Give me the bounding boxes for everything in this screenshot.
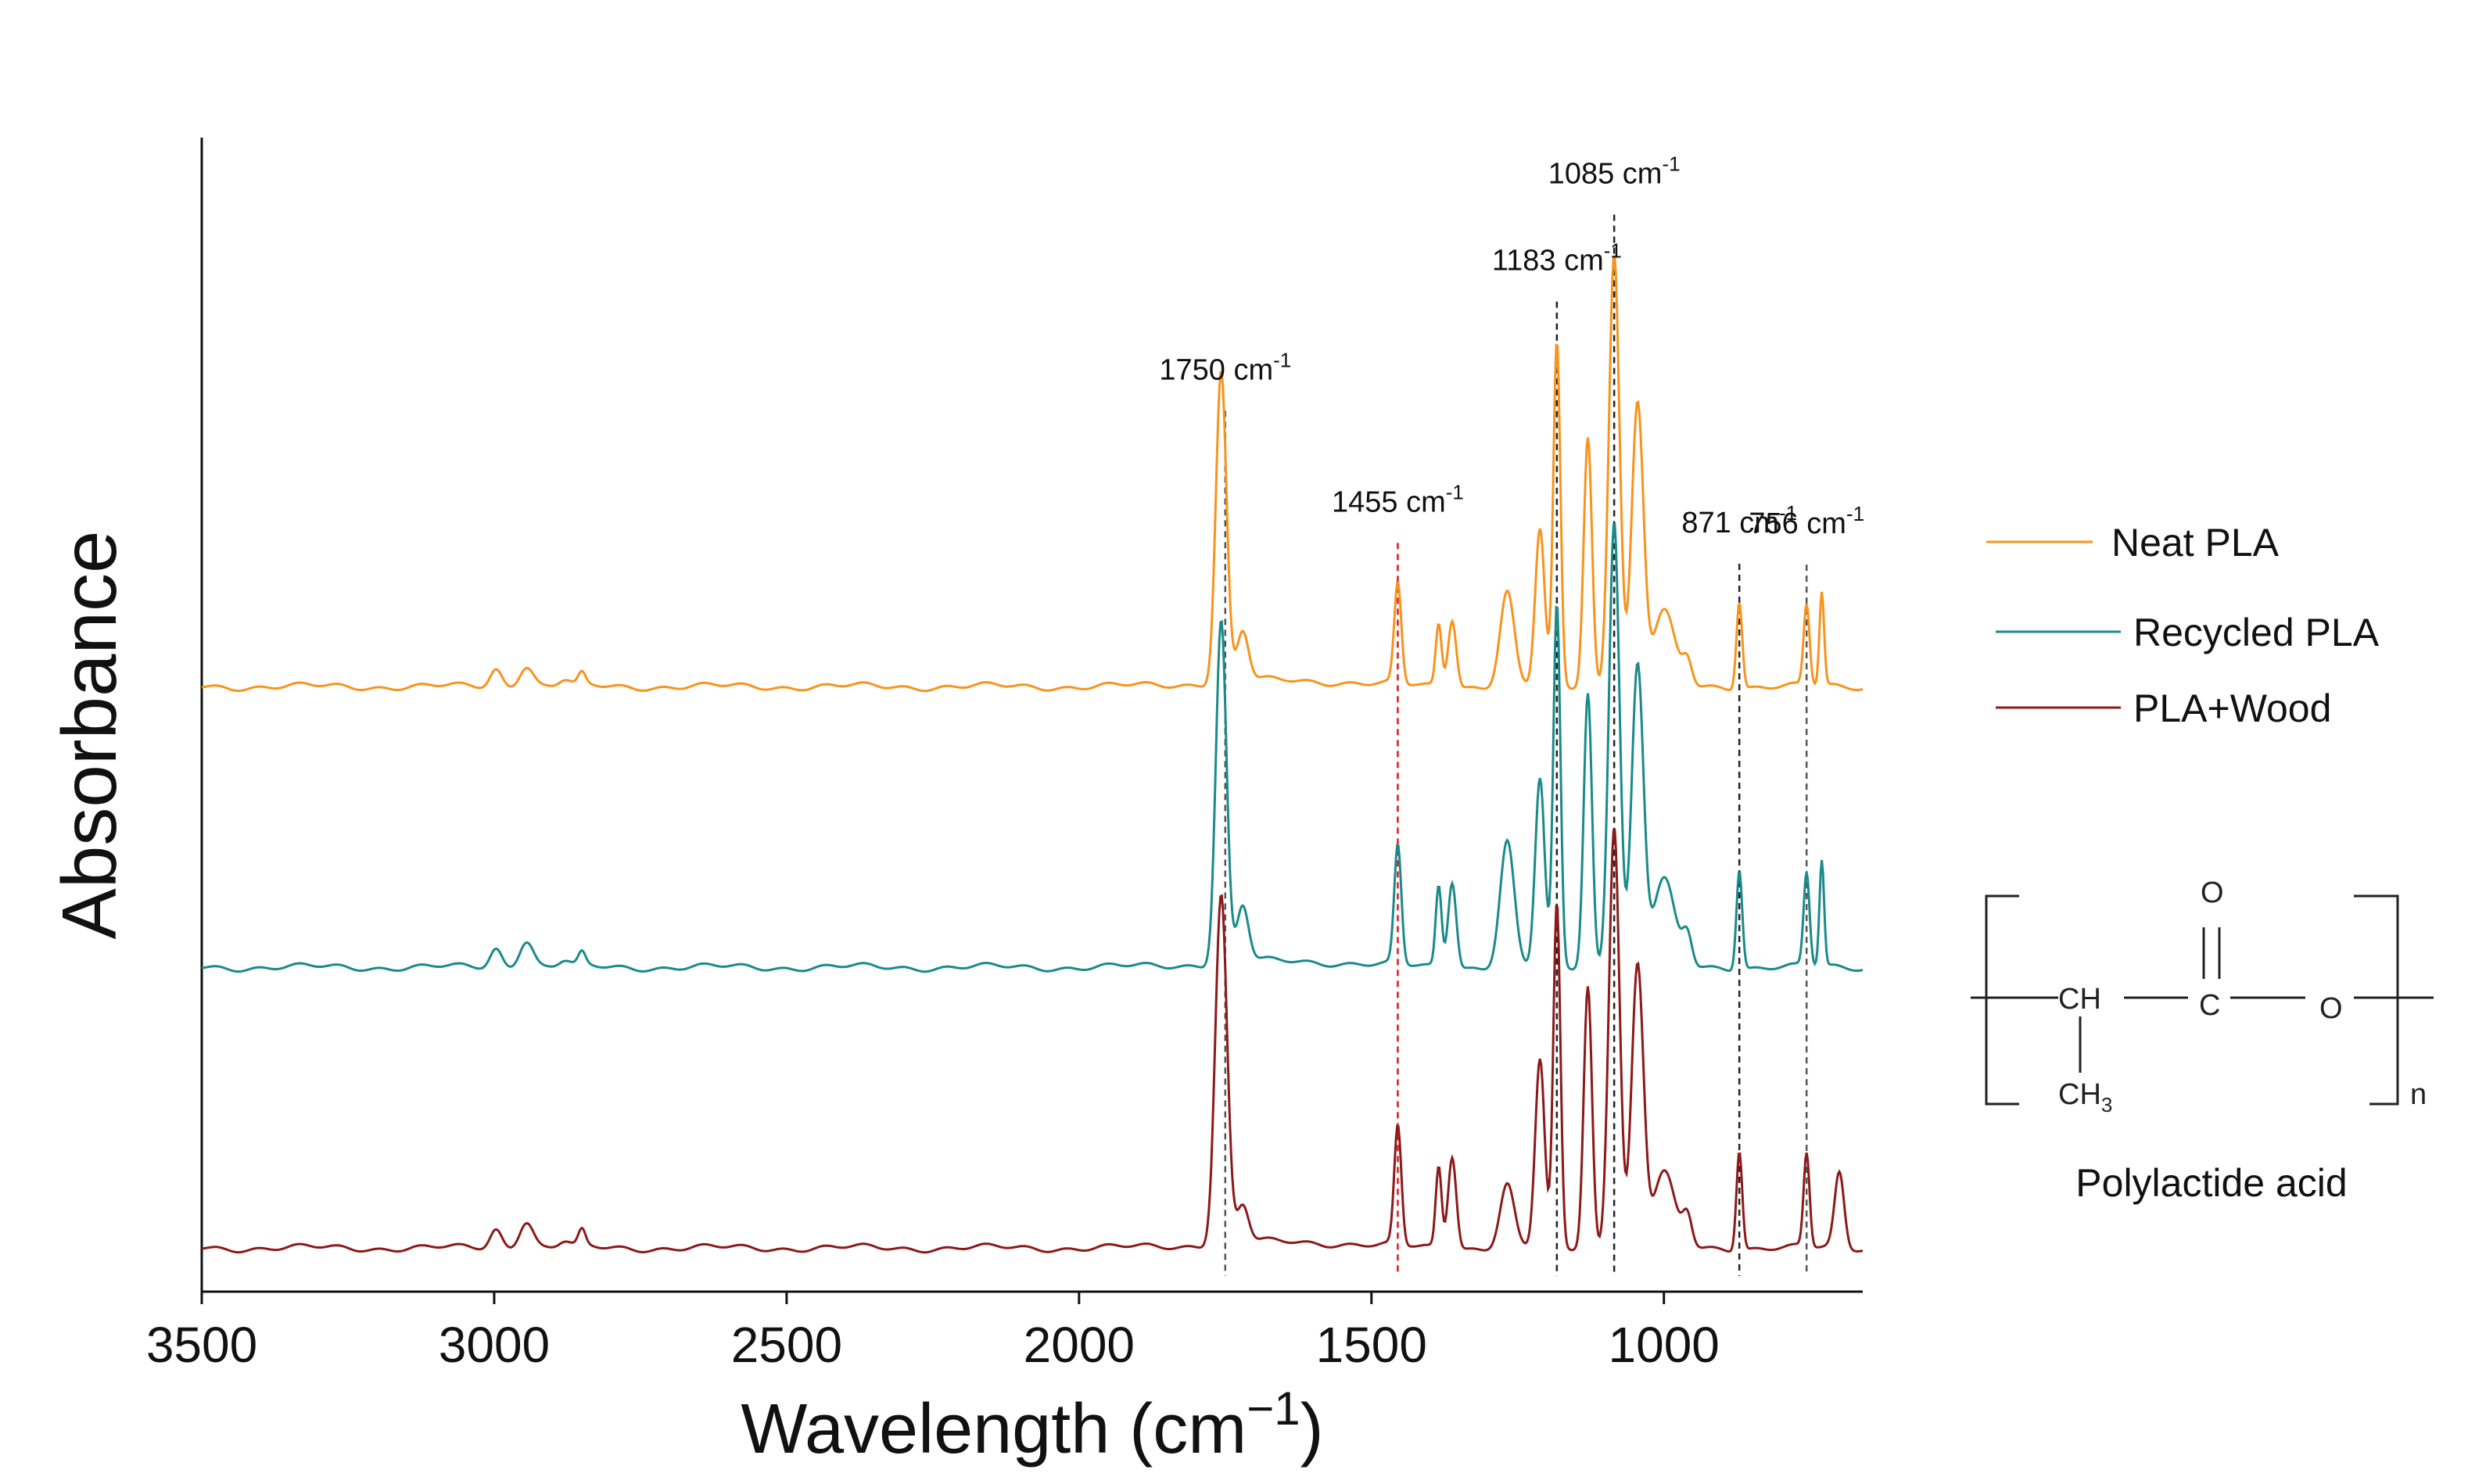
annotation-label: 1455 cm-1 [1332, 480, 1464, 518]
annotation-label-text: 1183 cm [1492, 245, 1604, 278]
annotation-label-text: 1750 cm [1159, 353, 1273, 386]
x-axis-title: Wavelength (cm−1) [741, 1382, 1323, 1468]
atom-ch3: CH3 [2058, 1078, 2112, 1117]
x-ticks: 3500 3000 2500 2000 1500 1000 [146, 1292, 1720, 1373]
legend: Neat PLA Recycled PLA PLA+Wood [1986, 521, 2380, 730]
x-tick-label: 2500 [731, 1317, 842, 1373]
annotation-label-sup: -1 [1662, 152, 1680, 176]
annotation-label: 1183 cm-1 [1492, 239, 1622, 278]
pla-structure [1971, 894, 2434, 1106]
annotation-label-sup: -1 [1273, 348, 1291, 371]
legend-label-neat-pla: Neat PLA [2111, 521, 2280, 565]
x-axis-title-text: Wavelength (cm [741, 1390, 1247, 1468]
annotation-label-sup: -1 [1604, 239, 1622, 263]
structure-caption: Polylactide acid [2075, 1161, 2347, 1205]
atom-c: C [2199, 989, 2220, 1022]
y-axis-title: Absorbance [46, 530, 132, 939]
series-line-neat-pla [201, 254, 1864, 693]
annotation-label: 756 cm-1 [1749, 502, 1864, 540]
x-axis-title-close: ) [1300, 1390, 1324, 1468]
annotation-label-text: 1455 cm [1332, 486, 1446, 518]
x-tick-label: 3000 [439, 1317, 550, 1373]
left-bracket [1985, 894, 2019, 1106]
annotation-label-sup: -1 [1446, 480, 1464, 504]
annotation-lines [1224, 214, 1808, 1276]
annotation-label-text: 1085 cm [1548, 158, 1663, 191]
legend-label-pla-wood: PLA+Wood [2133, 686, 2331, 730]
atom-o-carbonyl: O [2201, 876, 2224, 909]
x-axis-title-sup: −1 [1247, 1382, 1300, 1435]
atom-o-ester: O [2319, 992, 2343, 1025]
atom-ch3-sub: 3 [2101, 1093, 2112, 1117]
annotation-label: 1750 cm-1 [1159, 348, 1291, 386]
legend-label-recycled-pla: Recycled PLA [2133, 611, 2380, 654]
atom-ch: CH [2058, 983, 2101, 1016]
annotation-label-text: 756 cm [1749, 507, 1846, 540]
series-line-pla-wood [201, 828, 1864, 1254]
annotation-label-sup: -1 [1779, 501, 1797, 525]
x-tick-label: 2000 [1024, 1317, 1135, 1373]
series-group [201, 254, 1864, 1254]
x-tick-label: 1000 [1609, 1317, 1720, 1373]
annotation-label: 1085 cm-1 [1548, 152, 1681, 191]
atom-ch3-text: CH [2058, 1078, 2101, 1111]
annotation-label-sup: -1 [1846, 502, 1864, 525]
right-bracket [2354, 894, 2399, 1106]
series-line-recycled-pla [201, 522, 1864, 973]
annotation-label: 871 cm-1 [1681, 501, 1797, 539]
annotation-label-text: 871 cm [1681, 507, 1779, 539]
repeat-n: n [2410, 1078, 2427, 1111]
x-tick-label: 1500 [1316, 1317, 1427, 1373]
x-tick-label: 3500 [146, 1317, 257, 1373]
